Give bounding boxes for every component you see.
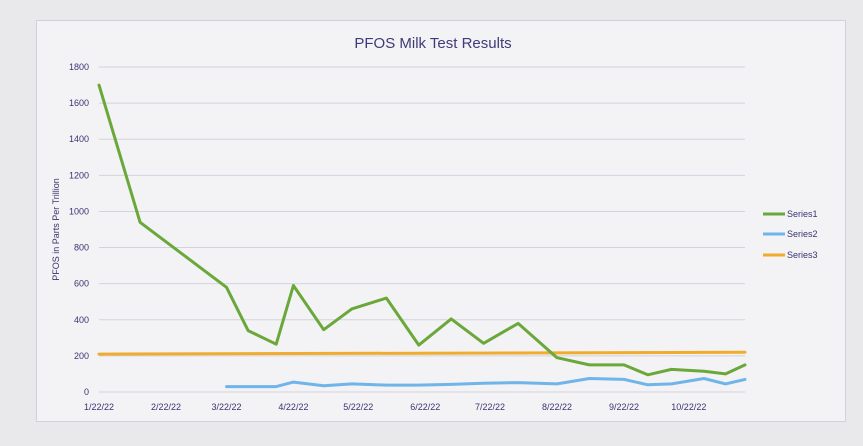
legend-label-series2: Series2 bbox=[787, 229, 818, 239]
legend: Series1 Series2 Series3 bbox=[763, 209, 818, 260]
series-line-series3 bbox=[97, 350, 747, 356]
y-tick-label: 0 bbox=[84, 387, 89, 397]
y-tick-label: 1600 bbox=[69, 98, 89, 108]
x-tick-labels: 1/22/22 2/22/22 3/22/22 4/22/22 5/22/22 6/22/… bbox=[84, 402, 706, 412]
chart-title: PFOS Milk Test Results bbox=[354, 35, 511, 52]
y-tick-label: 600 bbox=[74, 279, 89, 289]
y-tick-label: 1200 bbox=[69, 170, 89, 180]
chart-card: PFOS Milk Test Results PFOS in Parts Per… bbox=[36, 20, 846, 422]
x-tick-label: 1/22/22 bbox=[84, 402, 114, 412]
series-line-series2 bbox=[225, 377, 747, 389]
x-tick-label: 8/22/22 bbox=[542, 402, 572, 412]
y-axis-label: PFOS in Parts Per Trillion bbox=[51, 178, 61, 281]
y-tick-label: 1000 bbox=[69, 206, 89, 216]
x-tick-label: 4/22/22 bbox=[278, 402, 308, 412]
x-tick-label: 2/22/22 bbox=[151, 402, 181, 412]
x-tick-label: 5/22/22 bbox=[343, 402, 373, 412]
y-tick-label: 800 bbox=[74, 243, 89, 253]
pfos-line-chart: PFOS Milk Test Results PFOS in Parts Per… bbox=[51, 35, 818, 412]
legend-label-series1: Series1 bbox=[787, 209, 818, 219]
y-tick-label: 1800 bbox=[69, 62, 89, 72]
y-tick-label: 400 bbox=[74, 315, 89, 325]
gridlines bbox=[99, 66, 745, 393]
y-tick-label: 200 bbox=[74, 351, 89, 361]
x-tick-label: 10/22/22 bbox=[671, 402, 706, 412]
x-tick-label: 7/22/22 bbox=[475, 402, 505, 412]
y-tick-labels: 0 200 400 600 800 1000 1200 1400 1600 1800 bbox=[69, 62, 89, 397]
series-line-series1 bbox=[97, 83, 747, 377]
x-tick-label: 3/22/22 bbox=[211, 402, 241, 412]
x-tick-label: 6/22/22 bbox=[410, 402, 440, 412]
legend-label-series3: Series3 bbox=[787, 250, 818, 260]
x-tick-label: 9/22/22 bbox=[609, 402, 639, 412]
series-lines bbox=[97, 83, 747, 389]
y-tick-label: 1400 bbox=[69, 134, 89, 144]
